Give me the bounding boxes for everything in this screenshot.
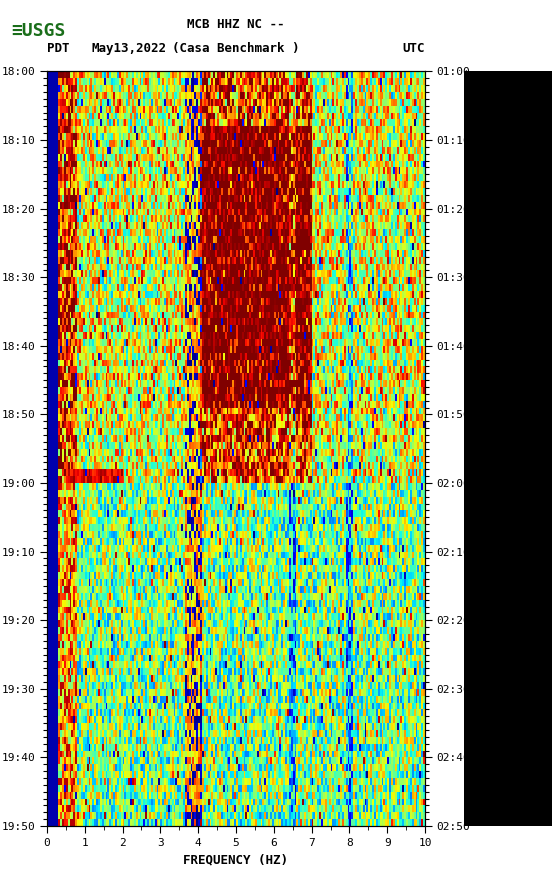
Text: MCB HHZ NC --: MCB HHZ NC -- xyxy=(187,18,285,31)
Text: May13,2022: May13,2022 xyxy=(91,42,166,55)
X-axis label: FREQUENCY (HZ): FREQUENCY (HZ) xyxy=(183,854,289,866)
Text: (Casa Benchmark ): (Casa Benchmark ) xyxy=(172,42,300,55)
Text: UTC: UTC xyxy=(402,42,425,55)
Text: PDT: PDT xyxy=(47,42,70,55)
Text: ≡USGS: ≡USGS xyxy=(11,22,66,40)
